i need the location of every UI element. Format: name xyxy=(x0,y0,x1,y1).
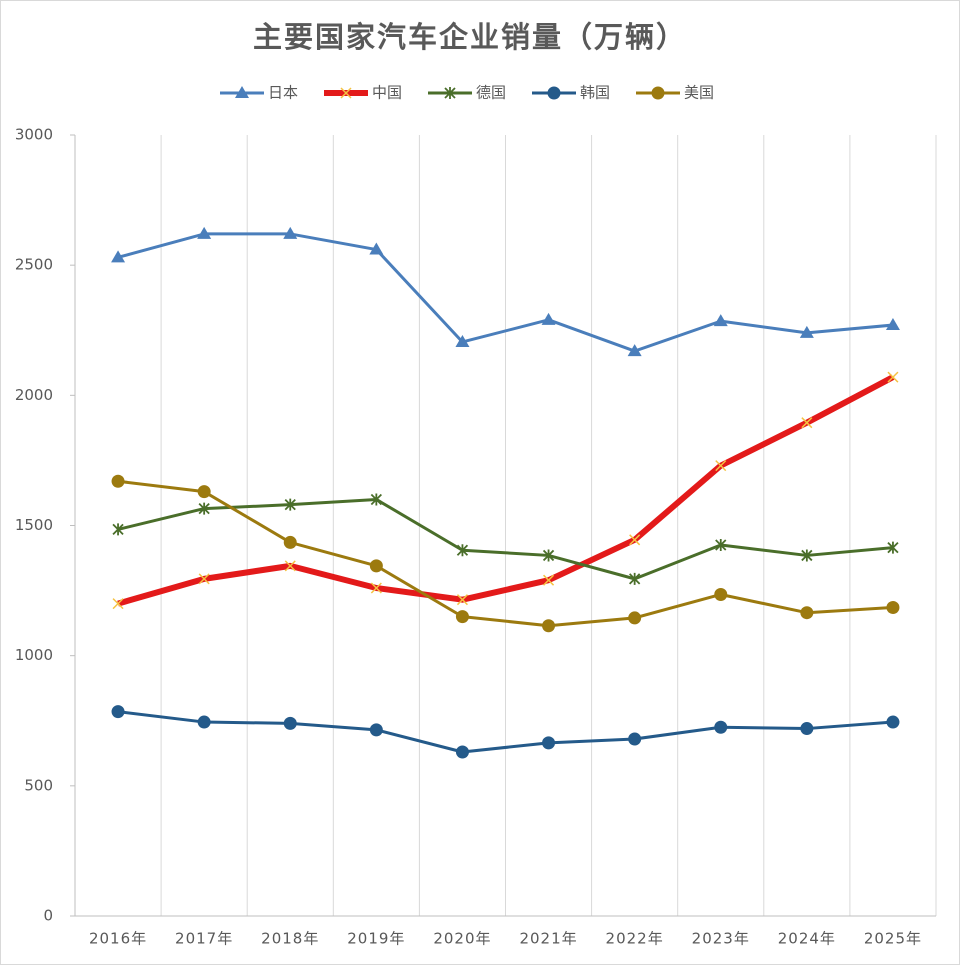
marker xyxy=(801,549,813,562)
marker xyxy=(369,559,383,573)
marker xyxy=(885,318,900,331)
y-tick-label: 1500 xyxy=(15,516,53,534)
marker xyxy=(456,544,469,557)
marker xyxy=(627,344,642,357)
marker xyxy=(800,722,814,736)
y-tick-label: 2000 xyxy=(15,386,53,404)
marker xyxy=(886,715,900,729)
x-tick-label: 2016年 xyxy=(89,930,147,948)
marker xyxy=(111,705,125,719)
marker xyxy=(713,314,728,327)
series-line xyxy=(117,232,894,353)
y-tick-label: 500 xyxy=(24,776,53,794)
legend-marker xyxy=(444,87,456,99)
marker xyxy=(799,325,814,338)
marker xyxy=(197,485,211,499)
marker xyxy=(370,582,382,594)
legend-item: 中国 xyxy=(324,84,402,102)
marker xyxy=(198,573,210,585)
series-line xyxy=(117,374,895,607)
marker xyxy=(542,619,556,633)
chart-title: 主要国家汽车企业销量（万辆） xyxy=(253,20,687,54)
legend-label: 日本 xyxy=(268,84,298,102)
marker xyxy=(800,606,814,620)
series xyxy=(112,371,899,610)
marker xyxy=(197,226,212,239)
series xyxy=(111,705,900,759)
marker xyxy=(197,715,211,729)
legend-item: 日本 xyxy=(220,84,298,102)
series-line xyxy=(117,710,894,754)
legend-marker xyxy=(651,86,665,100)
series-line xyxy=(117,479,894,628)
series-line xyxy=(117,497,894,581)
marker xyxy=(714,587,728,601)
legend-label: 美国 xyxy=(684,84,714,102)
x-tick-label: 2021年 xyxy=(519,930,577,948)
x-tick-label: 2022年 xyxy=(606,930,664,948)
marker xyxy=(456,594,468,606)
marker xyxy=(112,523,124,536)
legend-label: 韩国 xyxy=(580,84,610,102)
marker xyxy=(542,549,555,562)
marker xyxy=(714,720,728,734)
marker xyxy=(715,539,727,552)
marker xyxy=(284,498,296,511)
series xyxy=(111,474,900,633)
marker xyxy=(887,371,899,383)
y-tick-label: 2500 xyxy=(15,256,53,274)
legend-label: 中国 xyxy=(372,84,402,102)
marker xyxy=(283,535,297,549)
marker xyxy=(715,460,727,472)
marker xyxy=(886,601,900,615)
legend-marker xyxy=(340,87,352,99)
legend-marker xyxy=(235,86,249,98)
series xyxy=(111,226,900,357)
legend-label: 德国 xyxy=(476,84,506,102)
y-tick-label: 3000 xyxy=(15,126,53,144)
x-tick-label: 2024年 xyxy=(778,930,836,948)
marker xyxy=(801,417,813,429)
marker xyxy=(283,716,297,730)
marker xyxy=(284,560,296,572)
legend-item: 德国 xyxy=(428,84,506,102)
x-tick-label: 2020年 xyxy=(433,930,491,948)
marker xyxy=(369,723,383,737)
marker xyxy=(369,242,384,255)
marker xyxy=(112,598,124,610)
x-tick-label: 2023年 xyxy=(692,930,750,948)
x-tick-label: 2018年 xyxy=(261,930,319,948)
y-tick-label: 0 xyxy=(43,907,53,925)
marker xyxy=(541,312,556,325)
legend-item: 韩国 xyxy=(532,84,610,102)
marker xyxy=(198,502,210,515)
marker xyxy=(283,226,298,239)
x-tick-label: 2017年 xyxy=(175,930,233,948)
marker xyxy=(370,493,382,506)
marker xyxy=(455,334,470,347)
marker xyxy=(628,732,642,746)
legend-item: 美国 xyxy=(636,84,714,102)
marker xyxy=(455,610,469,624)
marker xyxy=(543,574,555,586)
marker xyxy=(629,572,641,585)
x-tick-label: 2019年 xyxy=(347,930,405,948)
legend-marker xyxy=(547,86,561,100)
marker xyxy=(542,736,556,750)
marker xyxy=(628,611,642,625)
x-tick-label: 2025年 xyxy=(864,930,922,948)
marker xyxy=(455,745,469,759)
marker xyxy=(887,541,899,554)
marker xyxy=(629,534,641,546)
marker xyxy=(111,474,125,488)
series xyxy=(112,493,899,585)
y-tick-label: 1000 xyxy=(15,646,53,664)
marker xyxy=(111,250,126,263)
